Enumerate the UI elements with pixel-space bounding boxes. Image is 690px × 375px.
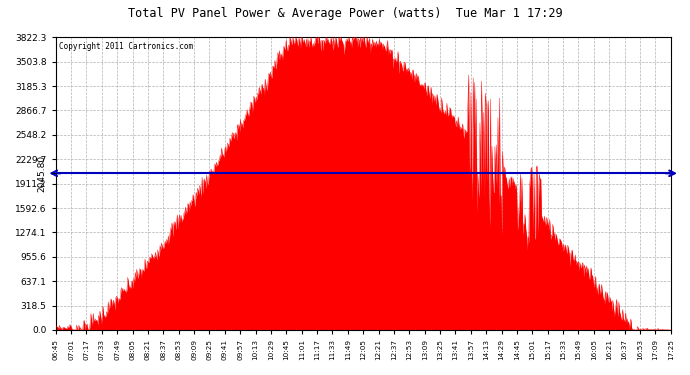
Text: Total PV Panel Power & Average Power (watts)  Tue Mar 1 17:29: Total PV Panel Power & Average Power (wa… (128, 8, 562, 21)
Text: Copyright 2011 Cartronics.com: Copyright 2011 Cartronics.com (59, 42, 193, 51)
